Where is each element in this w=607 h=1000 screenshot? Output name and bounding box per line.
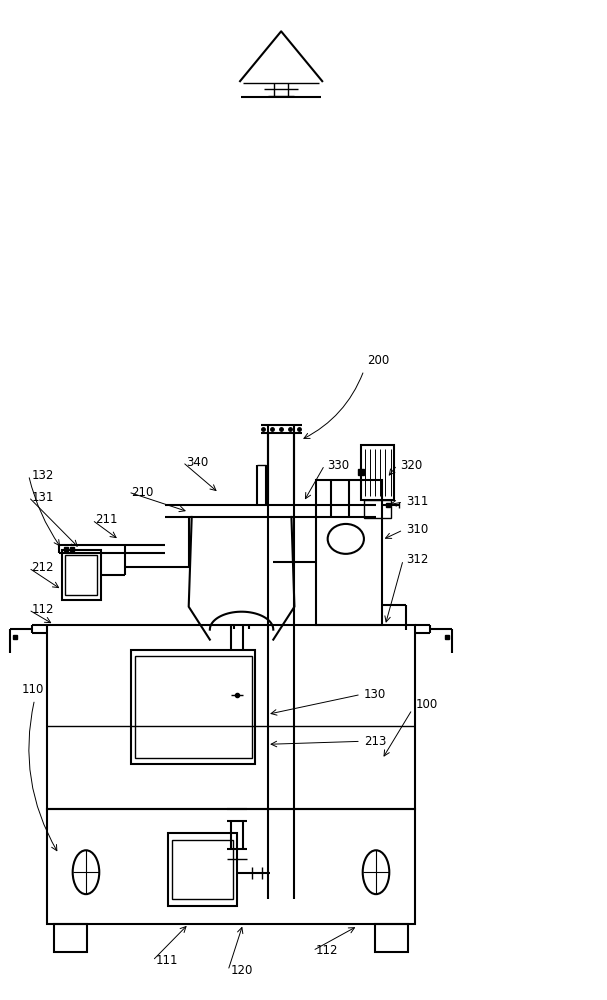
Text: 210: 210 [131, 486, 154, 499]
Bar [168, 833, 237, 906]
Text: 212: 212 [32, 561, 54, 574]
Bar [135, 656, 251, 758]
Bar [47, 625, 415, 809]
Text: 120: 120 [231, 964, 253, 977]
Text: 200: 200 [367, 354, 389, 367]
Bar [364, 500, 391, 518]
Text: 100: 100 [415, 698, 438, 711]
Text: 340: 340 [186, 456, 208, 469]
Text: 132: 132 [32, 469, 54, 482]
Bar [361, 445, 394, 500]
Bar [375, 924, 408, 952]
Text: 110: 110 [21, 683, 44, 696]
Bar [47, 809, 415, 924]
Text: 111: 111 [155, 954, 178, 967]
Bar [54, 924, 87, 952]
Bar [172, 840, 233, 899]
Bar [316, 480, 382, 625]
Bar [131, 650, 255, 764]
Text: 312: 312 [406, 553, 429, 566]
Text: 213: 213 [364, 735, 386, 748]
Text: 130: 130 [364, 688, 386, 701]
Text: 310: 310 [406, 523, 429, 536]
Text: 112: 112 [316, 944, 338, 957]
Text: 311: 311 [406, 495, 429, 508]
Text: 320: 320 [400, 459, 422, 472]
Text: 112: 112 [32, 603, 54, 616]
Text: 330: 330 [328, 459, 350, 472]
Text: 131: 131 [32, 491, 54, 504]
Bar [66, 555, 98, 595]
Text: 211: 211 [95, 513, 118, 526]
Bar [62, 550, 101, 600]
